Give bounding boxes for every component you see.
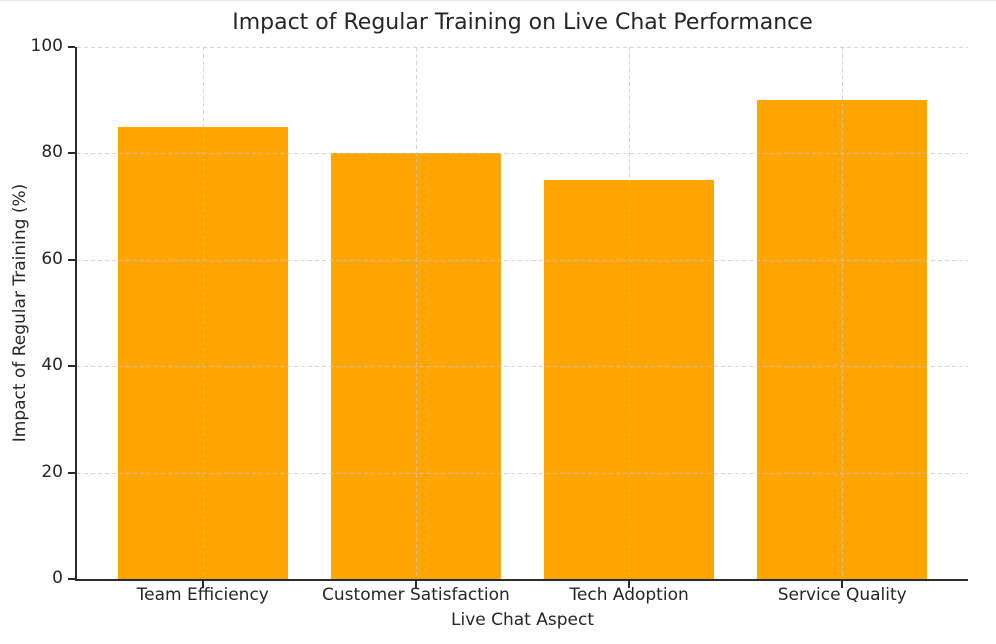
y-tick-label-20: 20 <box>41 461 63 482</box>
y-tick-label-40: 40 <box>41 355 63 376</box>
y-tick-label-100: 100 <box>30 36 63 56</box>
x-axis-spine <box>75 579 968 581</box>
y-tick-mark-80 <box>68 152 75 155</box>
chart-title: Impact of Regular Training on Live Chat … <box>232 10 813 35</box>
x-tick-mark-tech-adoption <box>628 581 631 588</box>
y-tick-mark-100 <box>68 46 75 48</box>
y-axis-label: Impact of Regular Training (%) <box>10 183 30 443</box>
x-tick-mark-service-quality <box>841 581 844 588</box>
x-axis-label: Live Chat Aspect <box>451 610 594 630</box>
x-tick-mark-team-efficiency <box>201 581 204 588</box>
v-gridline-tech-adoption <box>629 47 631 579</box>
h-gridline-20 <box>77 472 968 474</box>
v-gridline-service-quality <box>842 47 844 579</box>
y-tick-mark-60 <box>68 258 75 261</box>
bar-tech-adoption <box>543 180 715 579</box>
y-tick-label-60: 60 <box>41 248 63 269</box>
plot-area <box>68 46 968 588</box>
h-gridline-80 <box>77 153 968 155</box>
x-tick-mark-customer-satisfaction <box>414 581 417 588</box>
y-tick-label-0: 0 <box>52 568 63 588</box>
x-tick-label-customer-satisfaction: Customer Satisfaction <box>322 585 510 605</box>
y-tick-mark-0 <box>68 578 75 580</box>
y-tick-label-80: 80 <box>41 142 63 163</box>
v-gridline-customer-satisfaction <box>415 47 417 579</box>
y-tick-mark-20 <box>68 471 75 474</box>
h-gridline-40 <box>77 366 968 368</box>
v-gridline-team-efficiency <box>202 47 204 579</box>
h-gridline-60 <box>77 259 968 261</box>
y-axis-spine <box>75 47 77 581</box>
h-gridline-100 <box>77 47 968 48</box>
x-tick-label-team-efficiency: Team Efficiency <box>136 585 269 605</box>
x-tick-label-tech-adoption: Tech Adoption <box>569 585 689 605</box>
bar-service-quality <box>756 100 928 579</box>
x-tick-label-service-quality: Service Quality <box>777 585 907 605</box>
y-tick-mark-40 <box>68 365 75 368</box>
